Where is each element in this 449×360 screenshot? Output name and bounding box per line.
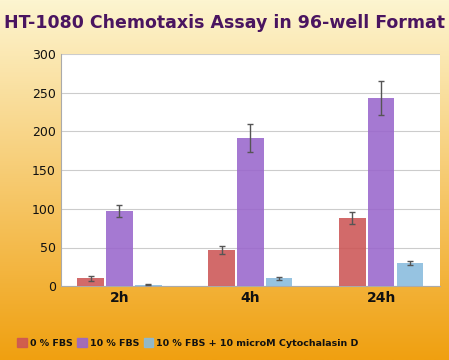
Text: HT-1080 Chemotaxis Assay in 96-well Format: HT-1080 Chemotaxis Assay in 96-well Form… (4, 14, 445, 32)
Bar (266, 279, 292, 286)
Bar (135, 285, 162, 286)
Bar (396, 263, 423, 286)
Bar (106, 211, 133, 286)
Bar (368, 98, 394, 286)
Bar (78, 279, 104, 286)
Bar (237, 138, 264, 286)
Bar (339, 218, 365, 286)
Legend: 0 % FBS, 10 % FBS, 10 % FBS + 10 microM Cytochalasin D: 0 % FBS, 10 % FBS, 10 % FBS + 10 microM … (14, 335, 362, 352)
Bar (208, 250, 235, 286)
